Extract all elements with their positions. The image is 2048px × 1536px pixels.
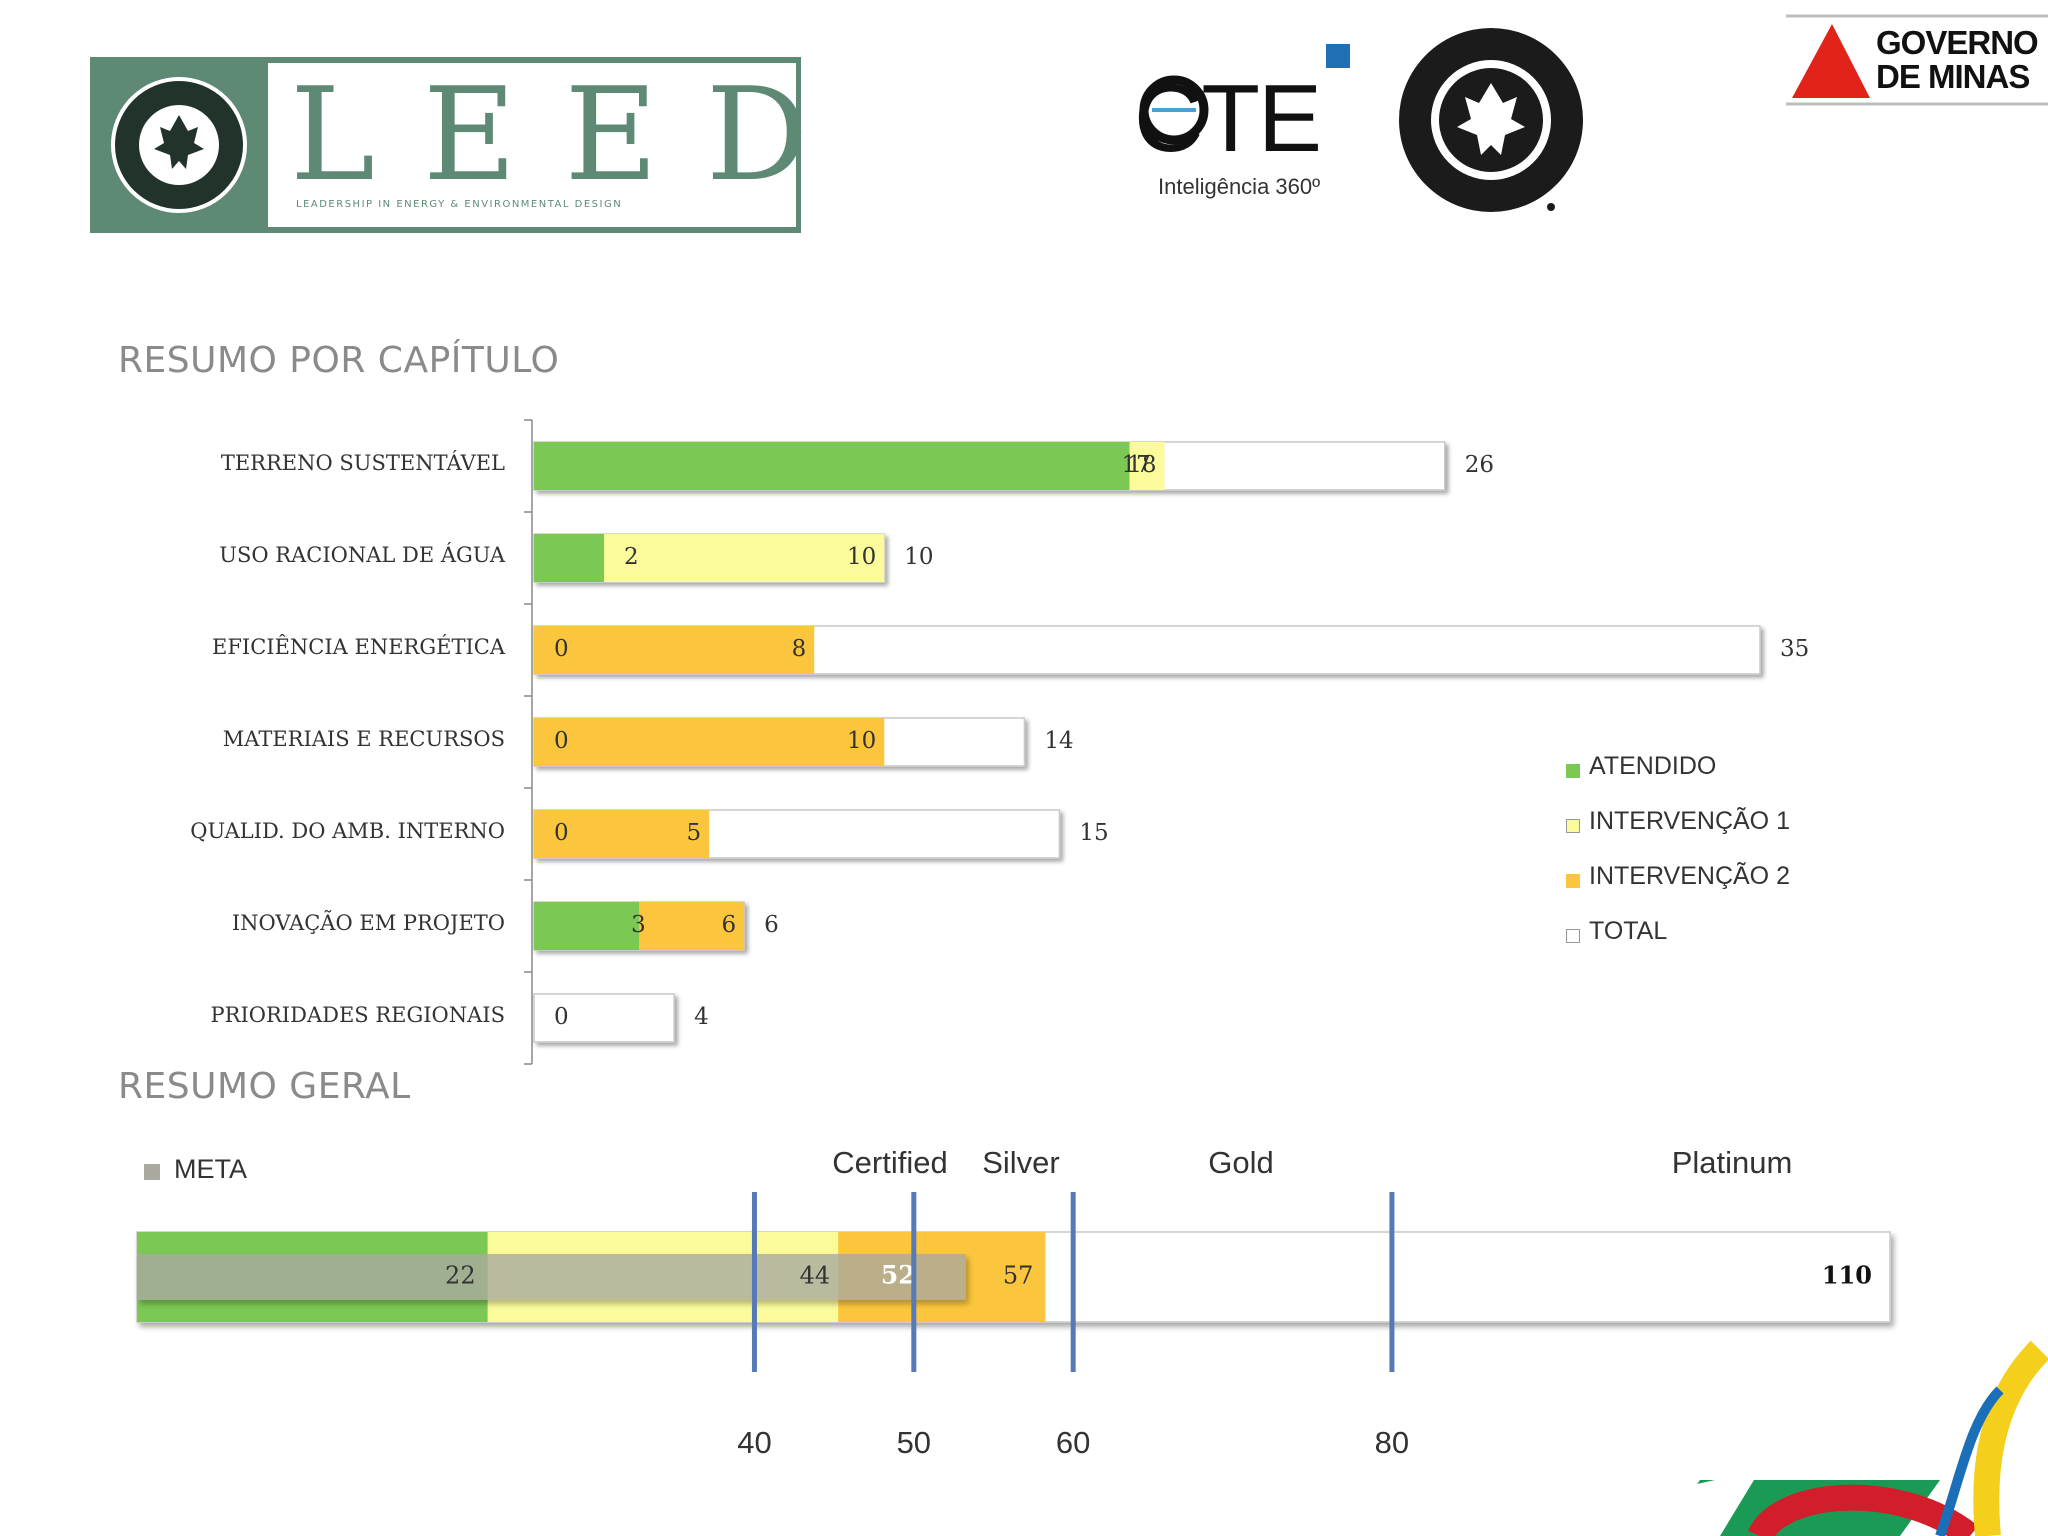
threshold-tick-label: 40 bbox=[737, 1425, 772, 1460]
label-total: 6 bbox=[764, 912, 779, 938]
usgbc-seal bbox=[1395, 25, 1590, 220]
legend-swatch-meta bbox=[144, 1164, 160, 1180]
label-intervencao2: 10 bbox=[847, 728, 876, 754]
bar-atendido bbox=[534, 534, 605, 582]
level-label: Certified bbox=[832, 1145, 948, 1180]
governo-triangle-icon bbox=[1786, 14, 2048, 106]
leed-tagline: LEADERSHIP IN ENERGY & ENVIRONMENTAL DES… bbox=[296, 199, 623, 210]
label-intervencao1: 0 bbox=[554, 820, 569, 846]
legend-label: ATENDIDO bbox=[1589, 752, 1717, 780]
threshold-tick-label: 60 bbox=[1055, 1425, 1091, 1460]
label-atendido: 3 bbox=[631, 912, 646, 938]
bar-atendido bbox=[534, 902, 640, 950]
label-total: 4 bbox=[694, 1004, 709, 1030]
general-summary-title: RESUMO GERAL bbox=[118, 1066, 411, 1107]
label-intervencao1: 0 bbox=[554, 636, 569, 662]
label-total: 14 bbox=[1044, 728, 1073, 754]
level-label: Gold bbox=[1208, 1145, 1274, 1180]
legend-swatch-atendido bbox=[1566, 764, 1580, 778]
label-atendido: 2 bbox=[624, 544, 639, 570]
corner-emblem-graphic bbox=[1640, 1340, 2048, 1536]
legend-label: INTERVENÇÃO 1 bbox=[1589, 807, 1790, 835]
category-label: QUALID. DO AMB. INTERNO bbox=[190, 819, 505, 843]
cte-logo-graphic bbox=[1139, 44, 1350, 145]
level-label: Silver bbox=[982, 1145, 1060, 1180]
legend-swatch-total bbox=[1566, 929, 1580, 943]
category-label: EFICIÊNCIA ENERGÉTICA bbox=[212, 635, 505, 659]
label-intervencao1: 18 bbox=[1127, 452, 1156, 478]
threshold-tick-label: 80 bbox=[1374, 1425, 1410, 1460]
label-intervencao2: 6 bbox=[722, 912, 737, 938]
general-summary-chart: 22 44 52 57 110 bbox=[136, 1192, 1891, 1372]
label-total: 15 bbox=[1079, 820, 1108, 846]
category-label: INOVAÇÃO EM PROJETO bbox=[231, 911, 505, 935]
legend-swatch-intervencao2 bbox=[1566, 874, 1580, 888]
threshold-tick-label: 50 bbox=[896, 1425, 932, 1460]
bar-meta bbox=[137, 1254, 966, 1300]
usgbc-seal-graphic bbox=[1399, 28, 1583, 212]
legend-label: META bbox=[174, 1154, 247, 1184]
category-label: PRIORIDADES REGIONAIS bbox=[210, 1003, 505, 1027]
legend-swatch-intervencao1 bbox=[1566, 819, 1580, 833]
label-total: 10 bbox=[904, 544, 933, 570]
label-intervencao2: 5 bbox=[687, 820, 702, 846]
category-label: MATERIAIS E RECURSOS bbox=[222, 727, 505, 751]
label-total: 26 bbox=[1465, 452, 1494, 478]
label-intervencao2: 8 bbox=[792, 636, 807, 662]
legend-label: INTERVENÇÃO 2 bbox=[1589, 862, 1790, 890]
chapter-summary-title: RESUMO POR CAPÍTULO bbox=[118, 340, 560, 381]
cte-tagline: Inteligência 360º bbox=[1158, 174, 1321, 199]
label-total: 110 bbox=[1822, 1261, 1872, 1290]
governo-line2: DE MINAS bbox=[1876, 58, 2030, 95]
label-atendido: 17 bbox=[1121, 452, 1150, 478]
bar-atendido bbox=[534, 442, 1130, 490]
governo-line1: GOVERNO bbox=[1876, 24, 2039, 61]
label-intervencao1: 44 bbox=[800, 1262, 831, 1290]
label-atendido: 22 bbox=[445, 1262, 476, 1290]
leed-logo-graphic bbox=[90, 57, 801, 233]
cte-wordmark: CTE bbox=[1134, 65, 1322, 172]
bar-intervencao2 bbox=[534, 810, 710, 858]
bar-intervencao2 bbox=[534, 718, 885, 766]
category-label: TERRENO SUSTENTÁVEL bbox=[220, 451, 505, 475]
leed-logo: LEED LEADERSHIP IN ENERGY & ENVIRONMENTA… bbox=[90, 57, 809, 233]
label-intervencao1: 0 bbox=[554, 728, 569, 754]
label-total: 35 bbox=[1780, 636, 1809, 662]
label-meta: 52 bbox=[881, 1261, 916, 1290]
cte-logo: CTE Inteligência 360º bbox=[1132, 40, 1362, 210]
legend-label: TOTAL bbox=[1589, 917, 1668, 945]
leed-wordmark: LEED bbox=[290, 61, 857, 210]
bar-total bbox=[533, 993, 675, 1043]
label-intervencao1: 10 bbox=[847, 544, 876, 570]
label-intervencao2: 57 bbox=[1003, 1262, 1034, 1290]
label-atendido: 0 bbox=[554, 1004, 569, 1030]
bar-intervencao2 bbox=[534, 626, 815, 674]
category-label: USO RACIONAL DE ÁGUA bbox=[219, 543, 505, 567]
level-label: Platinum bbox=[1671, 1145, 1793, 1180]
governo-minas-logo: GOVERNO DE MINAS bbox=[1786, 14, 2048, 106]
